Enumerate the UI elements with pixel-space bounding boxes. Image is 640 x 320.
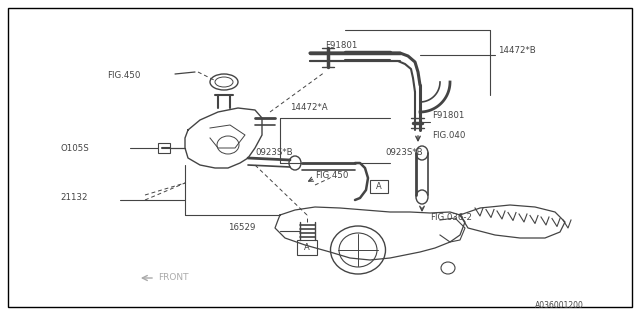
Ellipse shape [416,190,428,204]
Text: F91801: F91801 [432,110,465,119]
Ellipse shape [339,233,377,267]
Text: 14472*B: 14472*B [498,45,536,54]
Text: F91801: F91801 [325,41,357,50]
Ellipse shape [289,156,301,170]
Text: FIG.450: FIG.450 [315,171,348,180]
Ellipse shape [215,77,233,87]
Text: FRONT: FRONT [158,274,189,283]
Text: FIG.040: FIG.040 [432,131,465,140]
Bar [158,143,170,153]
Text: 0923S*B: 0923S*B [255,148,292,156]
Text: 0923S*B: 0923S*B [385,148,422,156]
Ellipse shape [217,136,239,154]
Text: O105S: O105S [60,143,89,153]
Bar [297,240,317,255]
Text: A: A [376,181,382,190]
Bar [370,180,388,193]
Text: A036001200: A036001200 [535,300,584,309]
Text: A: A [304,244,310,252]
Ellipse shape [330,226,385,274]
Ellipse shape [441,262,455,274]
Text: 16529: 16529 [228,223,255,233]
Ellipse shape [210,74,238,90]
Text: 14472*A: 14472*A [290,102,328,111]
Text: 21132: 21132 [60,194,88,203]
Text: FIG.450: FIG.450 [107,70,140,79]
Text: FIG.036-2: FIG.036-2 [430,213,472,222]
Ellipse shape [416,146,428,160]
